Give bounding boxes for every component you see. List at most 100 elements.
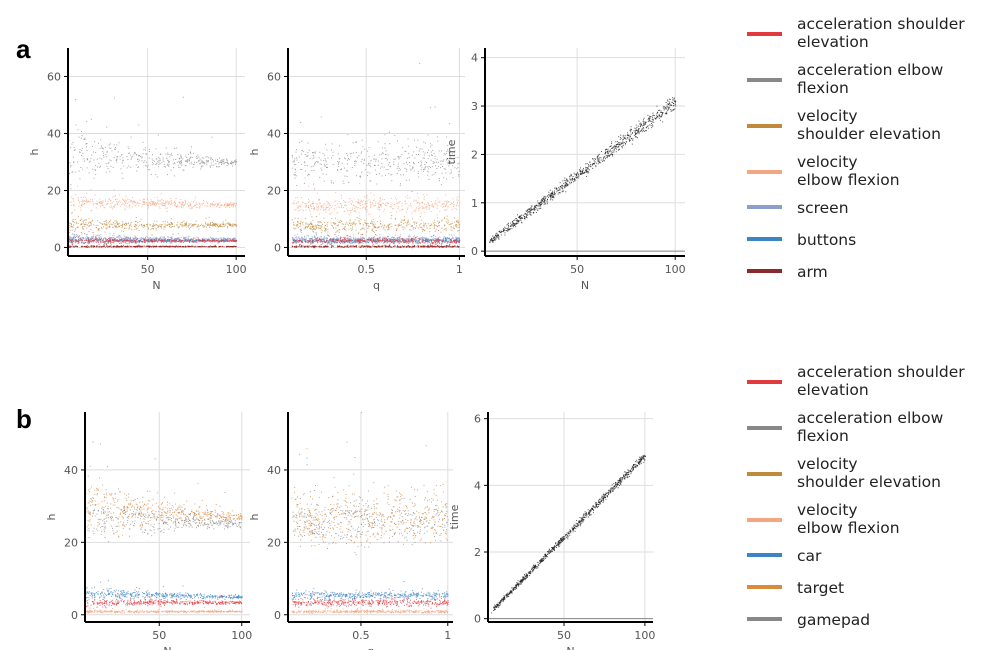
point: [377, 164, 379, 166]
point: [99, 206, 101, 208]
point: [444, 225, 446, 227]
point: [304, 217, 306, 219]
point: [78, 136, 80, 138]
point: [74, 230, 76, 232]
point: [184, 238, 186, 240]
point: [202, 238, 204, 240]
point: [408, 157, 410, 159]
point: [169, 156, 171, 158]
point: [401, 219, 403, 221]
point: [384, 204, 386, 206]
point: [168, 202, 170, 204]
point: [165, 202, 167, 204]
point: [70, 184, 72, 186]
point: [106, 150, 108, 152]
point: [413, 237, 415, 239]
point: [141, 245, 143, 247]
point: [296, 224, 298, 226]
point: [406, 157, 408, 159]
point: [90, 189, 92, 191]
point: [101, 203, 103, 205]
point: [388, 237, 390, 239]
point: [366, 195, 368, 197]
point: [117, 239, 118, 241]
point: [406, 168, 407, 170]
point: [351, 222, 353, 224]
point: [381, 153, 383, 155]
point: [232, 165, 234, 167]
point: [226, 246, 228, 248]
point: [139, 221, 141, 222]
point: [197, 225, 199, 227]
point: [452, 198, 454, 200]
point: [212, 159, 213, 160]
point: [406, 239, 408, 240]
point: [199, 245, 201, 247]
point: [390, 166, 392, 168]
point: [366, 205, 368, 207]
point: [178, 239, 180, 241]
point: [350, 156, 352, 158]
point: [304, 237, 306, 239]
point: [368, 226, 370, 227]
point: [110, 165, 112, 167]
point: [171, 153, 172, 155]
point: [229, 224, 231, 226]
point: [197, 246, 199, 247]
point: [187, 239, 189, 241]
point: [154, 205, 156, 207]
point: [345, 204, 347, 206]
point: [151, 234, 153, 236]
point: [325, 143, 327, 145]
point: [125, 240, 127, 242]
point: [327, 221, 329, 223]
point: [389, 206, 391, 208]
point: [196, 240, 198, 242]
point: [393, 204, 395, 205]
point: [69, 236, 71, 238]
point: [202, 226, 204, 228]
point: [73, 224, 75, 226]
point: [102, 151, 104, 153]
point: [181, 162, 183, 164]
point: [404, 167, 406, 169]
point: [445, 194, 447, 196]
point: [333, 227, 334, 229]
point: [81, 223, 83, 225]
panel-label-b: b: [16, 404, 32, 434]
point: [453, 160, 455, 162]
point: [190, 205, 191, 207]
point: [151, 158, 153, 160]
point: [125, 225, 127, 227]
point: [217, 240, 219, 242]
point: [318, 208, 320, 210]
point: [113, 157, 115, 158]
point: [100, 203, 102, 204]
point: [105, 156, 107, 158]
point: [197, 161, 199, 163]
point: [301, 150, 303, 152]
point: [78, 239, 80, 241]
point: [180, 155, 182, 157]
point: [391, 173, 393, 175]
point: [118, 235, 120, 237]
point: [454, 167, 456, 169]
point: [432, 205, 434, 207]
point: [302, 238, 304, 240]
point: [314, 239, 316, 241]
point: [188, 205, 190, 207]
point: [121, 198, 123, 200]
point: [308, 185, 309, 187]
point: [105, 163, 107, 165]
point: [92, 236, 94, 238]
point: [196, 204, 198, 205]
point: [109, 206, 111, 208]
point: [112, 222, 114, 223]
point: [389, 238, 391, 240]
point: [331, 218, 333, 220]
point: [354, 219, 356, 221]
point: [98, 227, 100, 229]
point: [235, 224, 237, 226]
point: [347, 224, 349, 226]
